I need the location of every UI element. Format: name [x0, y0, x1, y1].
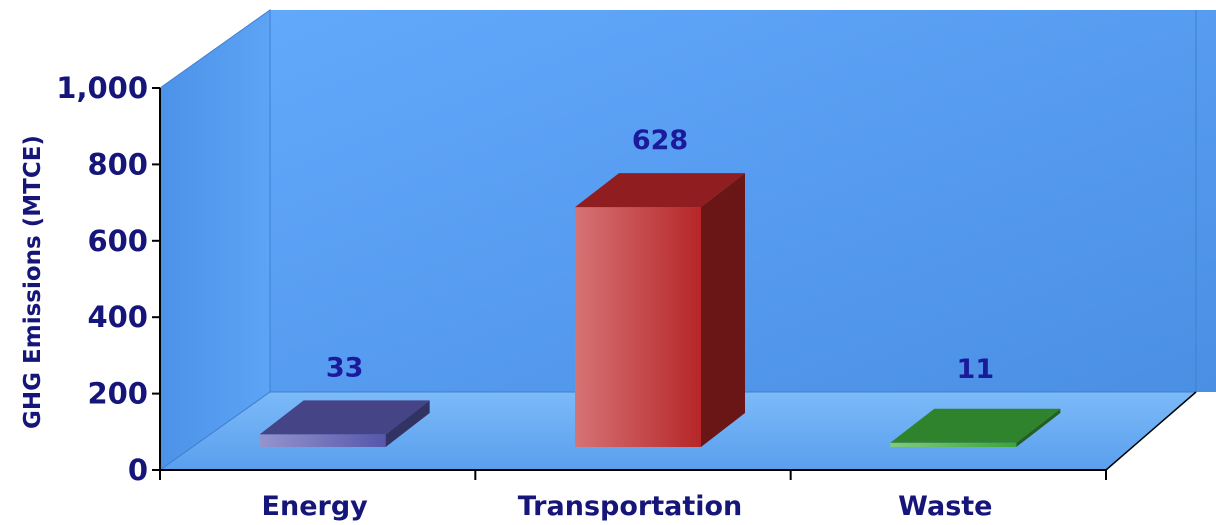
bar-front [575, 207, 701, 447]
bar-transportation [575, 173, 745, 447]
bar-front [259, 434, 386, 447]
bar-top [575, 173, 745, 208]
bar-top [259, 400, 430, 435]
bar-front [890, 442, 1017, 447]
y-tick-label: 800 [87, 147, 148, 181]
y-axis-title: GHG Emissions (MTCE) [20, 135, 46, 429]
y-tick-label: 600 [87, 224, 148, 258]
x-tick-label: Transportation [518, 491, 743, 522]
bar-top [890, 408, 1061, 443]
bar-energy [259, 400, 430, 447]
x-tick-label: Waste [898, 491, 992, 522]
x-tick-label: Energy [262, 491, 369, 522]
left-side-wall [159, 9, 271, 471]
bar-side [385, 400, 430, 447]
bar-side [701, 173, 745, 447]
y-tick-label: 1,000 [56, 71, 148, 105]
bar-waste [890, 408, 1061, 447]
labels: 0 200 400 600 800 1,000 Energy 33 Transportation… [56, 71, 1107, 522]
y-tick-label: 200 [87, 377, 148, 411]
x-axis [160, 391, 1197, 471]
x-axis-right-edge [1105, 391, 1197, 471]
y-tick-label: 0 [128, 453, 148, 487]
data-label: 628 [632, 125, 688, 156]
bar-side [1016, 408, 1061, 447]
data-label: 11 [957, 354, 995, 385]
y-tick-label: 400 [87, 300, 148, 334]
bars [259, 173, 1061, 447]
data-label: 33 [326, 352, 364, 383]
